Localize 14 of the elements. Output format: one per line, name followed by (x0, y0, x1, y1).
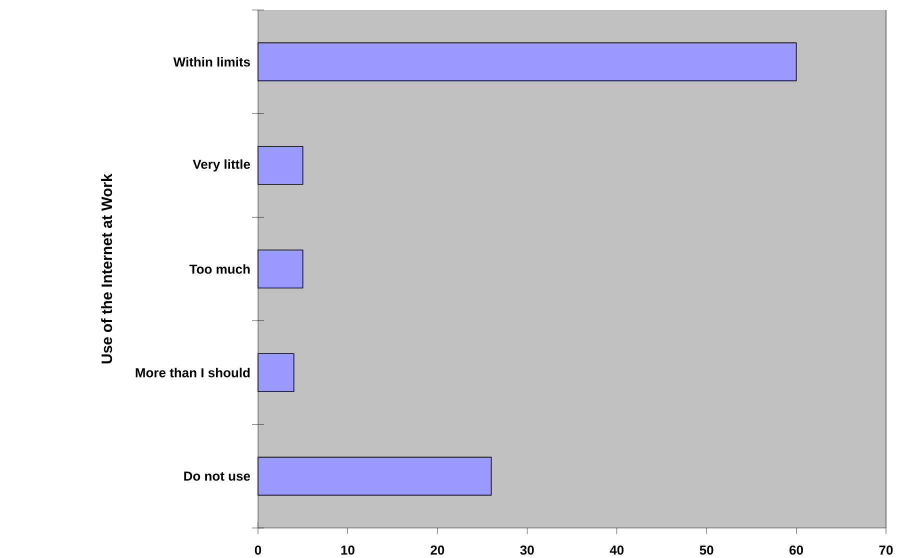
x-tick-label: 40 (610, 545, 624, 555)
x-tick-label: 70 (879, 545, 893, 555)
x-tick-label: 50 (700, 545, 714, 555)
y-tick-label: Too much (189, 264, 250, 274)
x-tick-label: 30 (520, 545, 534, 555)
x-tick-label: 20 (430, 545, 444, 555)
x-tick-label: 10 (341, 545, 354, 555)
y-axis-title: Use of the Internet at Work (101, 174, 112, 364)
y-tick-label: Within limits (173, 57, 250, 67)
y-tick-label: Do not use (184, 472, 250, 481)
x-tick-label: 0 (254, 545, 262, 555)
x-tick-label: 60 (790, 545, 803, 555)
y-tick-label: More than I should (136, 368, 250, 378)
y-tick-label: Very little (192, 159, 250, 172)
